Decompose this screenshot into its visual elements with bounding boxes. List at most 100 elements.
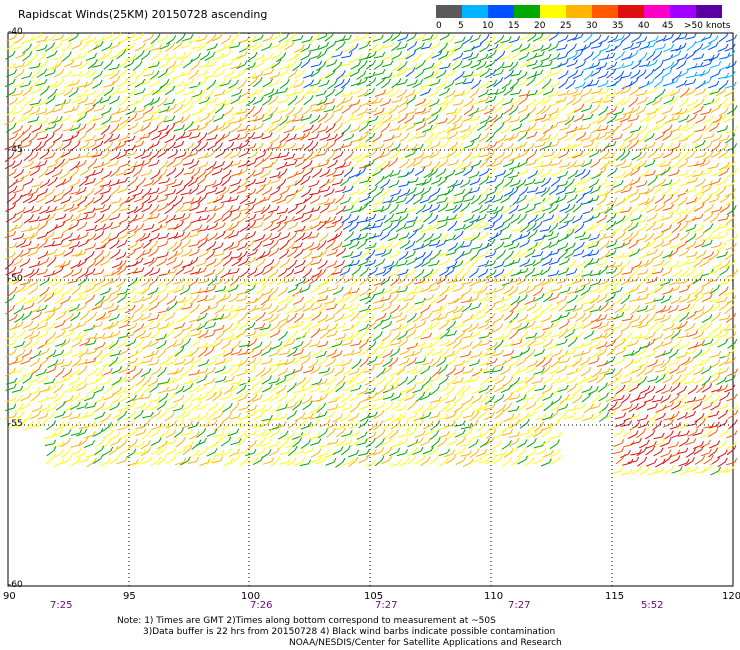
- wind-barb: [371, 225, 381, 229]
- wind-barb-flag: [404, 207, 408, 213]
- wind-barb-flag: [382, 115, 386, 120]
- wind-barb-flag: [676, 188, 680, 194]
- wind-barb: [574, 227, 583, 234]
- wind-barb-flag: [470, 166, 474, 172]
- wind-barb-flag: [38, 141, 42, 146]
- wind-barb: [454, 40, 464, 44]
- wind-barb-flag: [454, 108, 458, 113]
- wind-barb-flag: [596, 195, 600, 201]
- wind-barb-flag: [637, 194, 641, 199]
- wind-barb: [237, 261, 247, 267]
- wind-barb-flag: [142, 177, 146, 182]
- wind-barb-flag: [366, 41, 370, 47]
- wind-barb: [371, 136, 381, 143]
- wind-barb: [344, 235, 352, 242]
- wind-barb: [77, 100, 87, 105]
- wind-barb-flag: [651, 132, 655, 138]
- wind-barb: [628, 226, 637, 232]
- wind-barb: [420, 190, 430, 196]
- wind-barb: [279, 236, 288, 241]
- wind-barb: [486, 210, 496, 213]
- wind-barb-flag: [732, 133, 736, 139]
- wind-barb-flag: [348, 124, 351, 129]
- wind-barb-flag: [196, 124, 200, 130]
- wind-barb-flag: [23, 238, 27, 244]
- wind-barb-flag: [580, 269, 584, 275]
- wind-barb-flag: [71, 79, 75, 85]
- wind-barb: [236, 111, 246, 115]
- wind-barb: [503, 191, 513, 197]
- wind-barb-flag: [389, 266, 393, 271]
- wind-barb-flag: [244, 51, 248, 56]
- wind-barb-flag: [198, 267, 202, 273]
- wind-barb: [644, 45, 654, 49]
- wind-barb-flag: [187, 231, 191, 236]
- wind-barb: [678, 262, 687, 268]
- wind-barb-flag: [478, 60, 482, 65]
- wind-barb: [206, 110, 215, 116]
- wind-barb-flag: [398, 31, 402, 36]
- wind-barb-flag: [166, 59, 170, 65]
- wind-barb-flag: [278, 32, 282, 38]
- wind-barb: [279, 136, 288, 144]
- wind-barb: [479, 161, 488, 168]
- wind-barb-flag: [108, 158, 112, 164]
- wind-barb: [653, 81, 662, 88]
- wind-barb: [326, 144, 335, 150]
- wind-barb-flag: [28, 248, 31, 254]
- wind-barb: [517, 135, 526, 142]
- wind-barb: [463, 49, 473, 53]
- wind-barb-flag: [61, 194, 65, 200]
- wind-barb: [390, 225, 398, 232]
- wind-barb: [364, 75, 374, 79]
- wind-barb: [644, 189, 653, 196]
- wind-barb: [19, 261, 29, 268]
- wind-barb-flag: [317, 205, 321, 211]
- wind-barb-flag: [668, 256, 672, 262]
- wind-barb: [31, 184, 41, 188]
- wind-barb-flag: [565, 78, 569, 84]
- wind-barb-flag: [355, 43, 359, 48]
- wind-barb-flag: [501, 268, 505, 274]
- wind-barb: [644, 136, 653, 142]
- wind-barb-flag: [381, 151, 385, 156]
- wind-barb-flag: [646, 259, 650, 265]
- wind-barb-flag: [494, 141, 498, 146]
- wind-barb: [591, 91, 601, 95]
- wind-barb: [45, 216, 54, 223]
- wind-barb-flag: [165, 160, 169, 165]
- wind-barb: [627, 118, 637, 122]
- wind-barb: [246, 154, 256, 160]
- wind-barb-flag: [732, 151, 736, 157]
- wind-barb: [214, 66, 223, 72]
- wind-barb: [85, 228, 95, 232]
- wind-barb: [527, 35, 535, 42]
- wind-barb: [380, 153, 390, 159]
- wind-barb: [239, 92, 249, 98]
- wind-barb: [485, 99, 495, 104]
- wind-barb-flag: [630, 250, 634, 256]
- wind-barb: [340, 75, 350, 78]
- wind-barb: [23, 209, 32, 214]
- wind-barb-flag: [364, 140, 368, 146]
- wind-barb: [453, 200, 463, 204]
- wind-barb: [37, 121, 47, 125]
- wind-barb: [662, 37, 672, 42]
- wind-barb: [534, 80, 543, 87]
- wind-barb: [15, 99, 24, 105]
- wind-barb-flag: [101, 213, 105, 219]
- wind-barb: [157, 152, 166, 159]
- wind-barb-flag: [510, 97, 514, 103]
- wind-barb: [660, 170, 669, 176]
- wind-barb-flag: [327, 72, 331, 77]
- wind-barb-flag: [511, 69, 514, 75]
- wind-barb: [196, 73, 206, 77]
- wind-barb-flag: [35, 194, 39, 200]
- wind-barb: [629, 252, 638, 257]
- wind-barb: [62, 128, 72, 132]
- wind-barb-flag: [599, 87, 603, 92]
- wind-barb-flag: [76, 167, 80, 173]
- wind-barb-flag: [525, 105, 529, 110]
- wind-barb: [319, 172, 329, 178]
- wind-barb-flag: [171, 204, 175, 209]
